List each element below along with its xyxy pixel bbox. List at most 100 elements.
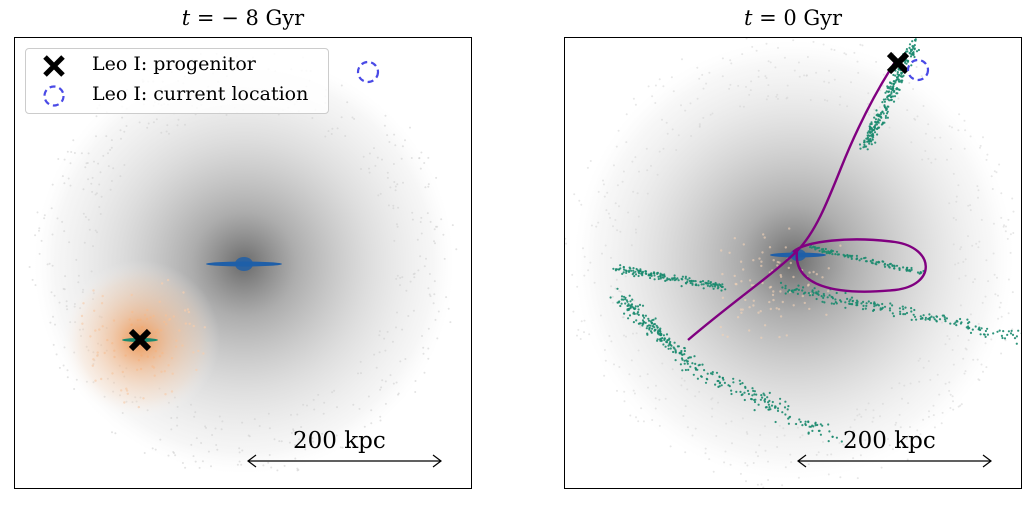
particle xyxy=(632,269,635,272)
particle xyxy=(924,318,927,321)
particle xyxy=(883,305,887,308)
particle xyxy=(294,444,296,447)
particle xyxy=(665,340,668,343)
particle xyxy=(652,323,655,326)
particle xyxy=(357,372,359,375)
particle xyxy=(655,384,657,387)
particle xyxy=(751,45,754,48)
particle xyxy=(648,327,651,330)
particle xyxy=(694,395,697,398)
particle xyxy=(159,438,162,441)
particle xyxy=(625,141,628,144)
particle xyxy=(979,146,981,149)
particle xyxy=(327,130,330,133)
particle xyxy=(789,453,792,456)
particle xyxy=(650,272,653,275)
particle xyxy=(898,88,901,91)
particle xyxy=(69,162,72,165)
particle xyxy=(341,446,344,449)
particle xyxy=(822,441,824,443)
particle xyxy=(892,82,896,85)
particle xyxy=(641,319,645,322)
particle xyxy=(915,66,918,68)
particle xyxy=(742,268,745,271)
particle xyxy=(952,363,955,366)
particle xyxy=(851,300,854,303)
particle xyxy=(632,332,634,335)
particle xyxy=(91,176,94,179)
particle xyxy=(982,333,986,336)
particle xyxy=(642,320,646,324)
particle xyxy=(123,130,126,133)
particle xyxy=(811,429,814,432)
particle xyxy=(637,420,640,423)
particle xyxy=(992,332,995,335)
particle xyxy=(644,321,647,324)
particle xyxy=(626,309,629,312)
particle xyxy=(781,484,784,487)
particle xyxy=(777,308,781,311)
particle xyxy=(724,450,727,453)
tidal-stream-particles xyxy=(609,38,1021,443)
particle xyxy=(892,90,896,93)
particle xyxy=(659,277,662,280)
particle xyxy=(662,85,665,88)
particle xyxy=(858,143,862,146)
particle xyxy=(839,95,842,98)
particle xyxy=(656,339,659,342)
particle xyxy=(808,307,811,311)
particle xyxy=(703,369,706,372)
particle xyxy=(752,304,755,307)
particle xyxy=(825,250,828,253)
particle xyxy=(595,225,598,228)
particle xyxy=(686,360,689,363)
particle xyxy=(969,204,972,207)
particle xyxy=(630,269,633,272)
particle xyxy=(809,246,812,249)
particle xyxy=(1012,232,1015,234)
particle xyxy=(779,290,782,293)
particle xyxy=(719,325,722,329)
particle xyxy=(138,121,141,124)
particle xyxy=(784,284,787,287)
particle xyxy=(46,263,49,266)
particle xyxy=(883,121,886,124)
particle xyxy=(195,437,198,440)
particle xyxy=(985,259,988,262)
particle xyxy=(420,232,423,235)
particle xyxy=(407,315,410,317)
particle xyxy=(863,257,866,260)
particle xyxy=(210,465,212,468)
particle xyxy=(572,310,575,313)
particle xyxy=(964,274,967,277)
particle xyxy=(817,451,820,454)
particle xyxy=(455,248,458,251)
particle xyxy=(991,188,994,190)
particle xyxy=(777,97,779,100)
particle xyxy=(674,359,677,362)
particle xyxy=(630,359,633,362)
particle xyxy=(87,152,90,155)
particle xyxy=(830,453,833,456)
particle xyxy=(977,189,980,192)
particle xyxy=(810,246,813,249)
particle xyxy=(959,304,962,307)
particle xyxy=(951,349,954,351)
particle xyxy=(909,440,912,443)
particle xyxy=(890,91,893,94)
particle xyxy=(691,434,694,437)
particle xyxy=(887,438,889,440)
particle xyxy=(630,244,633,247)
particle xyxy=(610,285,613,288)
particle xyxy=(833,49,836,51)
particle xyxy=(740,280,743,283)
particle xyxy=(967,235,969,238)
particle xyxy=(897,78,900,81)
particle xyxy=(883,263,886,266)
particle xyxy=(757,69,760,72)
particle xyxy=(375,366,378,369)
particle xyxy=(922,366,925,369)
particle xyxy=(409,280,412,283)
particle xyxy=(774,66,777,69)
particle xyxy=(700,283,703,286)
